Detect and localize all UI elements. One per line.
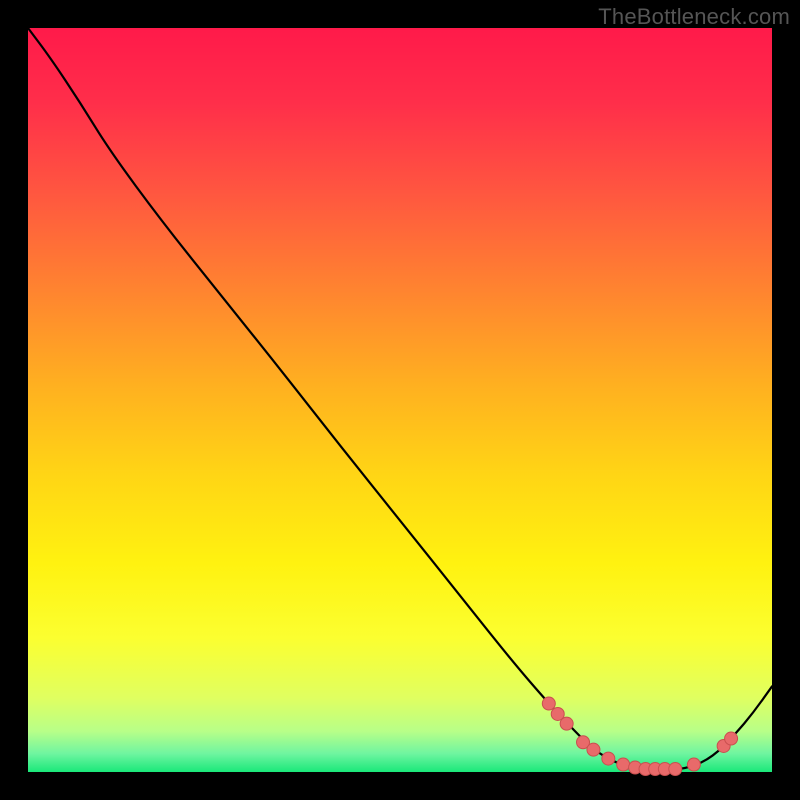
marker-point xyxy=(617,758,630,771)
marker-point xyxy=(542,697,555,710)
marker-point xyxy=(669,763,682,776)
marker-point xyxy=(725,732,738,745)
plot-area xyxy=(28,28,772,772)
chart-container: TheBottleneck.com xyxy=(0,0,800,800)
marker-point xyxy=(602,752,615,765)
marker-point xyxy=(560,717,573,730)
bottleneck-chart xyxy=(0,0,800,800)
marker-point xyxy=(687,758,700,771)
watermark-text: TheBottleneck.com xyxy=(598,4,790,30)
marker-point xyxy=(587,743,600,756)
